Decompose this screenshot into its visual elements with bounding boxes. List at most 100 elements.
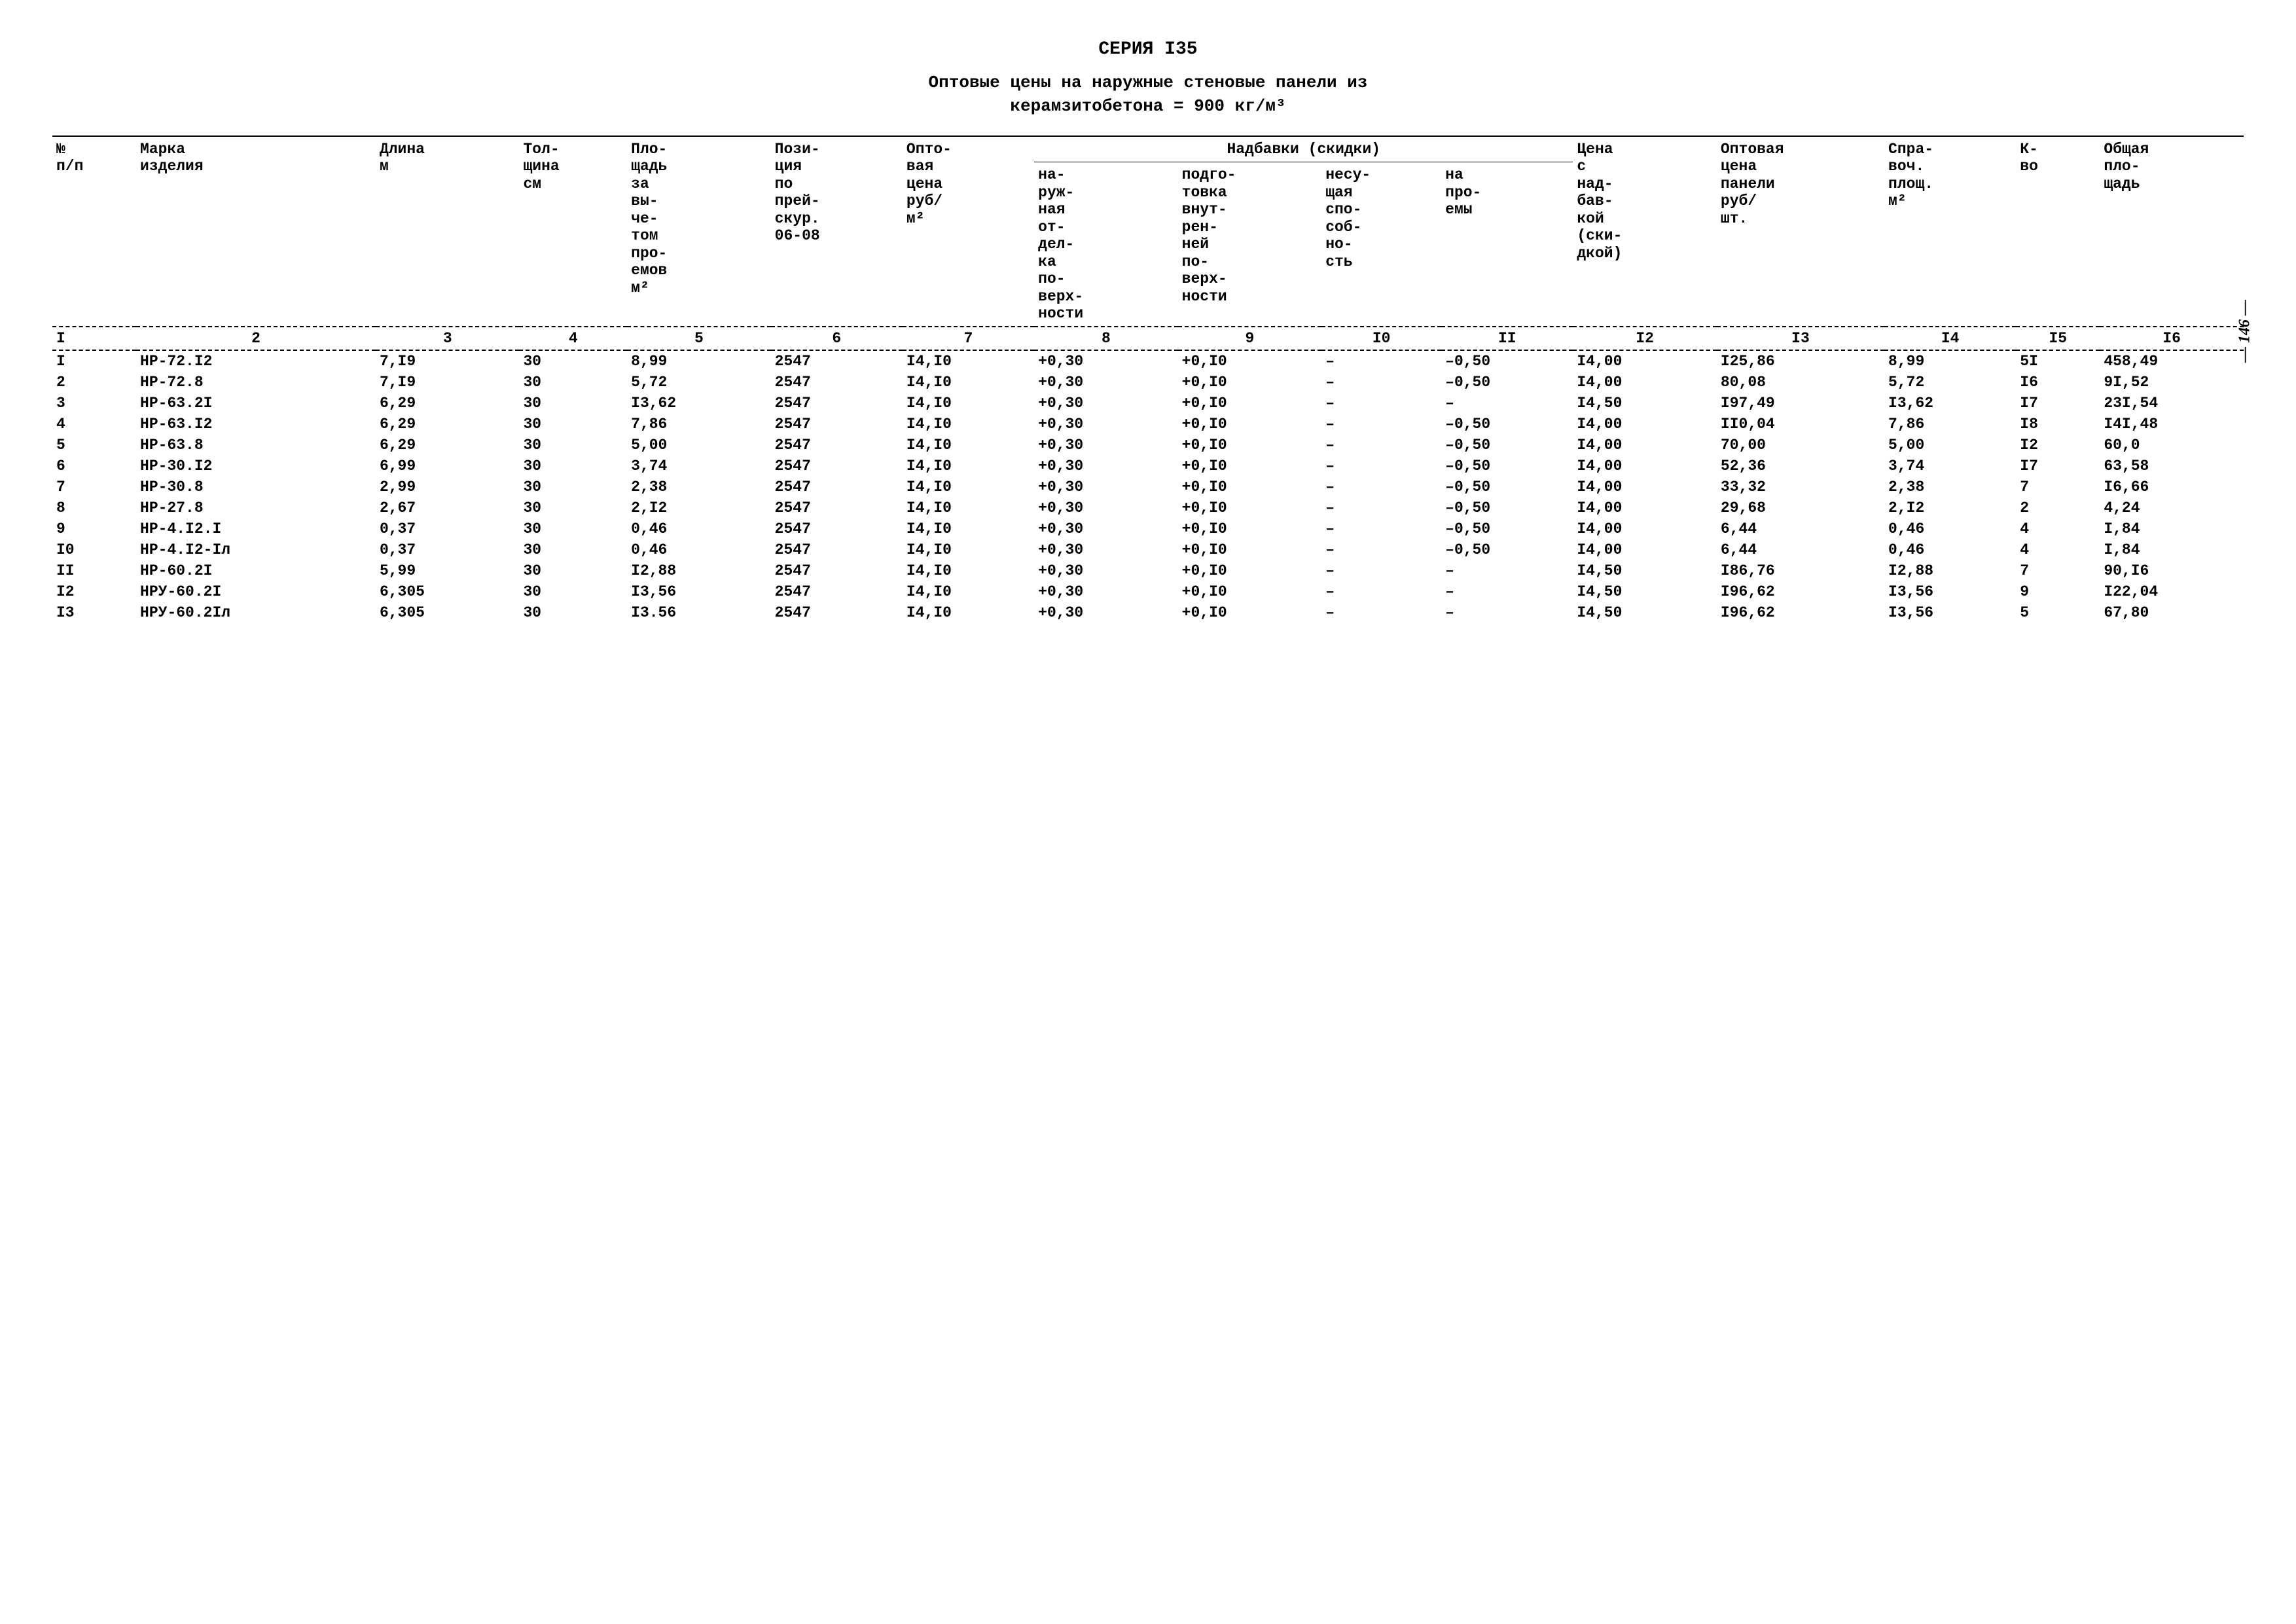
cell-mark: НР-63.I2 bbox=[136, 414, 376, 435]
colnum-8: 8 bbox=[1034, 327, 1178, 350]
cell-thk: 30 bbox=[519, 435, 627, 456]
cell-refarea: 0,46 bbox=[1884, 518, 2016, 539]
cell-panelprice: 80,08 bbox=[1717, 372, 1884, 393]
cell-price: I4,I0 bbox=[903, 477, 1034, 497]
cell-pwithsur: I4,00 bbox=[1573, 414, 1717, 435]
cell-s8: +0,30 bbox=[1034, 350, 1178, 372]
cell-n: 3 bbox=[52, 393, 136, 414]
cell-thk: 30 bbox=[519, 350, 627, 372]
table-row: I3НРУ-60.2Iл6,30530I3.562547I4,I0+0,30+0… bbox=[52, 602, 2244, 623]
cell-s10: – bbox=[1321, 560, 1441, 581]
subtitle-line1: Оптовые цены на наружные стеновые панели… bbox=[52, 73, 2244, 92]
table-row: 7НР-30.82,99302,382547I4,I0+0,30+0,I0––0… bbox=[52, 477, 2244, 497]
cell-qty: I6 bbox=[2016, 372, 2100, 393]
colnum-7: 7 bbox=[903, 327, 1034, 350]
cell-area: 3,74 bbox=[627, 456, 771, 477]
cell-refarea: I3,62 bbox=[1884, 393, 2016, 414]
table-row: I2НРУ-60.2I6,30530I3,562547I4,I0+0,30+0,… bbox=[52, 581, 2244, 602]
cell-thk: 30 bbox=[519, 518, 627, 539]
cell-mark: НР-72.8 bbox=[136, 372, 376, 393]
cell-thk: 30 bbox=[519, 456, 627, 477]
header-nadbavki-group: Надбавки (скидки) bbox=[1034, 136, 1573, 162]
cell-n: I2 bbox=[52, 581, 136, 602]
cell-s11: – bbox=[1441, 560, 1573, 581]
cell-panelprice: 33,32 bbox=[1717, 477, 1884, 497]
cell-mark: НР-27.8 bbox=[136, 497, 376, 518]
cell-qty: 7 bbox=[2016, 560, 2100, 581]
cell-price: I4,I0 bbox=[903, 350, 1034, 372]
page-number: — 146 — bbox=[2236, 300, 2254, 363]
cell-s8: +0,30 bbox=[1034, 393, 1178, 414]
cell-qty: 5 bbox=[2016, 602, 2100, 623]
cell-n: I bbox=[52, 350, 136, 372]
header-col-2: Маркаизделия bbox=[136, 136, 376, 327]
cell-len: 6,29 bbox=[376, 435, 520, 456]
cell-pwithsur: I4,50 bbox=[1573, 602, 1717, 623]
cell-thk: 30 bbox=[519, 372, 627, 393]
cell-len: 5,99 bbox=[376, 560, 520, 581]
cell-s9: +0,I0 bbox=[1178, 560, 1322, 581]
cell-s8: +0,30 bbox=[1034, 581, 1178, 602]
colnum-5: 5 bbox=[627, 327, 771, 350]
cell-s9: +0,I0 bbox=[1178, 414, 1322, 435]
cell-s10: – bbox=[1321, 518, 1441, 539]
cell-s8: +0,30 bbox=[1034, 435, 1178, 456]
cell-refarea: 7,86 bbox=[1884, 414, 2016, 435]
table-row: IIНР-60.2I5,9930I2,882547I4,I0+0,30+0,I0… bbox=[52, 560, 2244, 581]
cell-len: 7,I9 bbox=[376, 350, 520, 372]
cell-panelprice: 6,44 bbox=[1717, 518, 1884, 539]
cell-thk: 30 bbox=[519, 477, 627, 497]
subtitle-line2: керамзитобетона = 900 кг/м³ bbox=[52, 96, 2244, 116]
cell-s9: +0,I0 bbox=[1178, 518, 1322, 539]
cell-thk: 30 bbox=[519, 581, 627, 602]
cell-mark: НР-4.I2.I bbox=[136, 518, 376, 539]
cell-mark: НР-30.I2 bbox=[136, 456, 376, 477]
cell-mark: НР-63.2I bbox=[136, 393, 376, 414]
cell-price: I4,I0 bbox=[903, 393, 1034, 414]
cell-thk: 30 bbox=[519, 539, 627, 560]
cell-area: I3,56 bbox=[627, 581, 771, 602]
cell-price: I4,I0 bbox=[903, 497, 1034, 518]
cell-refarea: 2,I2 bbox=[1884, 497, 2016, 518]
cell-s10: – bbox=[1321, 456, 1441, 477]
table-row: 6НР-30.I26,99303,742547I4,I0+0,30+0,I0––… bbox=[52, 456, 2244, 477]
cell-panelprice: 29,68 bbox=[1717, 497, 1884, 518]
cell-mark: НР-30.8 bbox=[136, 477, 376, 497]
cell-price: I4,I0 bbox=[903, 435, 1034, 456]
header-col-6: Пози-цияпопрей-скур.06-08 bbox=[771, 136, 903, 327]
cell-refarea: I3,56 bbox=[1884, 581, 2016, 602]
table-row: I0НР-4.I2-Iл0,37300,462547I4,I0+0,30+0,I… bbox=[52, 539, 2244, 560]
cell-s10: – bbox=[1321, 393, 1441, 414]
cell-s8: +0,30 bbox=[1034, 518, 1178, 539]
cell-pwithsur: I4,00 bbox=[1573, 539, 1717, 560]
column-number-row: I 2 3 4 5 6 7 8 9 I0 II I2 I3 I4 I5 I6 bbox=[52, 327, 2244, 350]
cell-len: 7,I9 bbox=[376, 372, 520, 393]
cell-mark: НР-72.I2 bbox=[136, 350, 376, 372]
cell-mark: НР-4.I2-Iл bbox=[136, 539, 376, 560]
cell-s9: +0,I0 bbox=[1178, 393, 1322, 414]
cell-panelprice: II0,04 bbox=[1717, 414, 1884, 435]
cell-pos: 2547 bbox=[771, 414, 903, 435]
cell-price: I4,I0 bbox=[903, 539, 1034, 560]
cell-n: 7 bbox=[52, 477, 136, 497]
table-row: 8НР-27.82,67302,I22547I4,I0+0,30+0,I0––0… bbox=[52, 497, 2244, 518]
cell-pos: 2547 bbox=[771, 602, 903, 623]
colnum-14: I4 bbox=[1884, 327, 2016, 350]
cell-s10: – bbox=[1321, 497, 1441, 518]
header-col-11: напро-емы bbox=[1441, 162, 1573, 327]
cell-panelprice: 6,44 bbox=[1717, 539, 1884, 560]
header-col-4: Тол-щинасм bbox=[519, 136, 627, 327]
cell-s11: –0,50 bbox=[1441, 350, 1573, 372]
cell-s9: +0,I0 bbox=[1178, 539, 1322, 560]
cell-area: 0,46 bbox=[627, 539, 771, 560]
colnum-6: 6 bbox=[771, 327, 903, 350]
cell-refarea: 5,72 bbox=[1884, 372, 2016, 393]
cell-s11: –0,50 bbox=[1441, 539, 1573, 560]
cell-s9: +0,I0 bbox=[1178, 497, 1322, 518]
cell-s10: – bbox=[1321, 435, 1441, 456]
colnum-4: 4 bbox=[519, 327, 627, 350]
cell-refarea: I3,56 bbox=[1884, 602, 2016, 623]
cell-s9: +0,I0 bbox=[1178, 581, 1322, 602]
cell-n: 9 bbox=[52, 518, 136, 539]
header-col-10: несу-щаяспо-соб-но-сть bbox=[1321, 162, 1441, 327]
